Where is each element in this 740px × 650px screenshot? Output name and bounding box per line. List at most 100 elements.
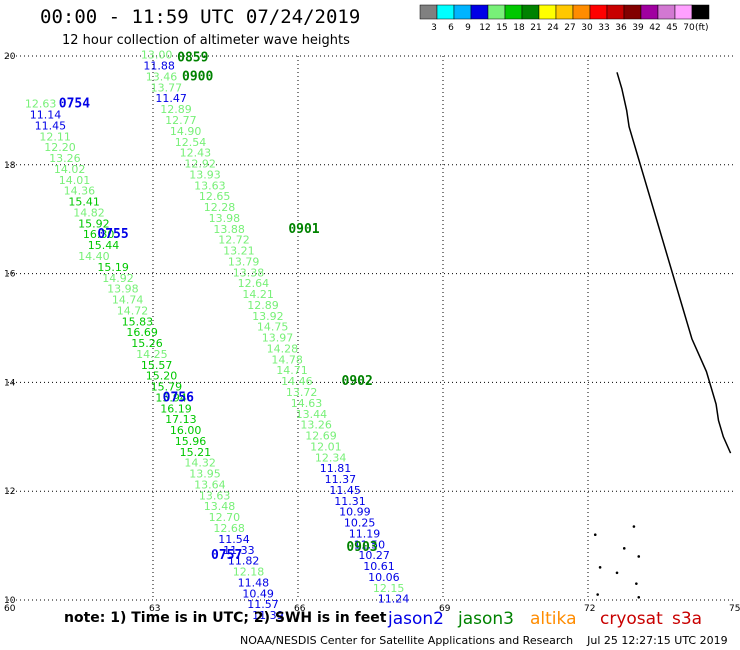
island-dot (637, 555, 641, 558)
y-tick-label: 10 (4, 596, 16, 606)
legend-label: 15 (496, 23, 507, 33)
swh-value: 15.79 (151, 381, 183, 394)
y-tick-label: 14 (4, 378, 16, 388)
swh-value: 13.72 (286, 386, 318, 399)
swh-value: 13.46 (146, 70, 178, 83)
legend-label: 21 (530, 23, 541, 33)
y-tick-label: 16 (4, 270, 16, 280)
swh-value: 11.81 (320, 462, 352, 475)
swh-value: 10.99 (339, 506, 371, 519)
swh-value: 14.63 (291, 397, 323, 410)
legend-altika: altika (530, 609, 577, 629)
chart-subtitle: 12 hour collection of altimeter wave hei… (62, 33, 350, 48)
legend-swatch (572, 4, 591, 20)
swh-value: 14.78 (271, 353, 303, 366)
legend-label: 30 (581, 23, 593, 33)
swh-value: 10.49 (242, 587, 274, 600)
legend-swatch (589, 4, 608, 20)
coastline-path (616, 72, 732, 454)
legend-label: 18 (513, 23, 525, 33)
island-dot (632, 525, 636, 528)
swh-value: 11.14 (30, 109, 62, 122)
legend-swatch (606, 4, 625, 20)
swh-value: 13.77 (151, 81, 183, 94)
x-tick-label: 60 (4, 604, 16, 614)
island-dot (635, 582, 638, 585)
swh-value: 13.98 (107, 283, 139, 296)
legend-cryosat: cryosat (600, 609, 663, 629)
swh-value: 15.26 (131, 337, 163, 350)
swh-value: 14.21 (242, 288, 274, 301)
swh-value: 14.02 (54, 163, 86, 176)
swh-value: 12.70 (209, 511, 241, 524)
swh-value: 11.19 (349, 527, 381, 540)
swh-value: 12.89 (247, 299, 279, 312)
legend-label: 12 (479, 23, 490, 33)
swh-value: 15.92 (78, 217, 110, 230)
swh-value: 12.65 (199, 190, 231, 203)
legend-swatch (538, 4, 557, 20)
swh-value: 11.24 (378, 593, 410, 606)
swh-value: 10.06 (368, 571, 400, 584)
x-tick-label: 63 (149, 604, 160, 614)
coastline (593, 72, 732, 599)
swh-value: 13.95 (189, 468, 221, 481)
pass-time-label: 0903 (346, 540, 377, 555)
swh-value: 11.88 (143, 60, 175, 73)
legend-label: 39 (632, 23, 644, 33)
swh-value: 16.69 (126, 326, 157, 339)
legend-jason3: jason3 (458, 609, 514, 629)
island-dot (593, 533, 597, 537)
island-dot (596, 593, 599, 596)
legend-swatch (453, 4, 472, 20)
swh-value: 13.88 (213, 223, 245, 236)
swh-value: 12.92 (184, 158, 216, 171)
pass-time-label: 0755 (97, 227, 128, 242)
legend-swatch (623, 4, 642, 20)
legend-swatch (504, 4, 523, 20)
swh-value: 11.31 (334, 495, 366, 508)
swh-value: 12.18 (233, 566, 265, 579)
swh-value: 14.72 (117, 304, 149, 317)
legend-swatch (419, 4, 438, 20)
swh-value: 11.47 (155, 92, 187, 105)
swh-value: 11.50 (354, 538, 386, 551)
legend-swatch (691, 4, 710, 20)
swh-value: 12.54 (175, 136, 207, 149)
swh-value: 14.82 (73, 206, 105, 219)
swh-value: 12.01 (310, 440, 342, 453)
legend-swatch (555, 4, 574, 20)
swh-value: 14.75 (257, 321, 289, 334)
swh-value: 11.54 (218, 533, 250, 546)
swh-value: 13.38 (233, 266, 265, 279)
swh-value: 13.92 (252, 310, 283, 323)
swh-value: 13.98 (209, 212, 241, 225)
swh-value: 12.77 (165, 114, 197, 127)
swh-value: 13.26 (300, 419, 332, 432)
legend-label: 42 (649, 23, 660, 33)
swh-value: 15.83 (122, 315, 154, 328)
swh-value: 10.25 (344, 517, 376, 530)
swh-value: 15.96 (175, 435, 207, 448)
legend-label: 24 (547, 23, 559, 33)
swh-value: 15.21 (180, 446, 212, 459)
x-tick-label: 66 (294, 604, 306, 614)
color-legend: 3 6 9 12 15 18 21 24 27 30 33 36 39 42 45 70 (ft) (419, 4, 710, 33)
swh-value: 14.36 (64, 185, 95, 198)
swh-value: 13.93 (189, 168, 221, 181)
swh-value: 12.69 (305, 430, 337, 443)
legend-swatch (487, 4, 506, 20)
swh-value: 16.00 (170, 424, 202, 437)
island-dot (615, 571, 619, 575)
swh-value: 14.01 (59, 174, 91, 187)
legend-swatch (657, 4, 676, 20)
pass-time-label: 0901 (288, 222, 319, 237)
swh-value: 14.74 (112, 294, 143, 307)
swh-value: 15.20 (146, 370, 178, 383)
legend-label: 45 (666, 23, 677, 33)
swh-value: 12.89 (160, 103, 192, 116)
legend-swatch (436, 4, 455, 20)
x-tick-label: 72 (584, 604, 595, 614)
pass-time-label: 0900 (182, 69, 213, 84)
